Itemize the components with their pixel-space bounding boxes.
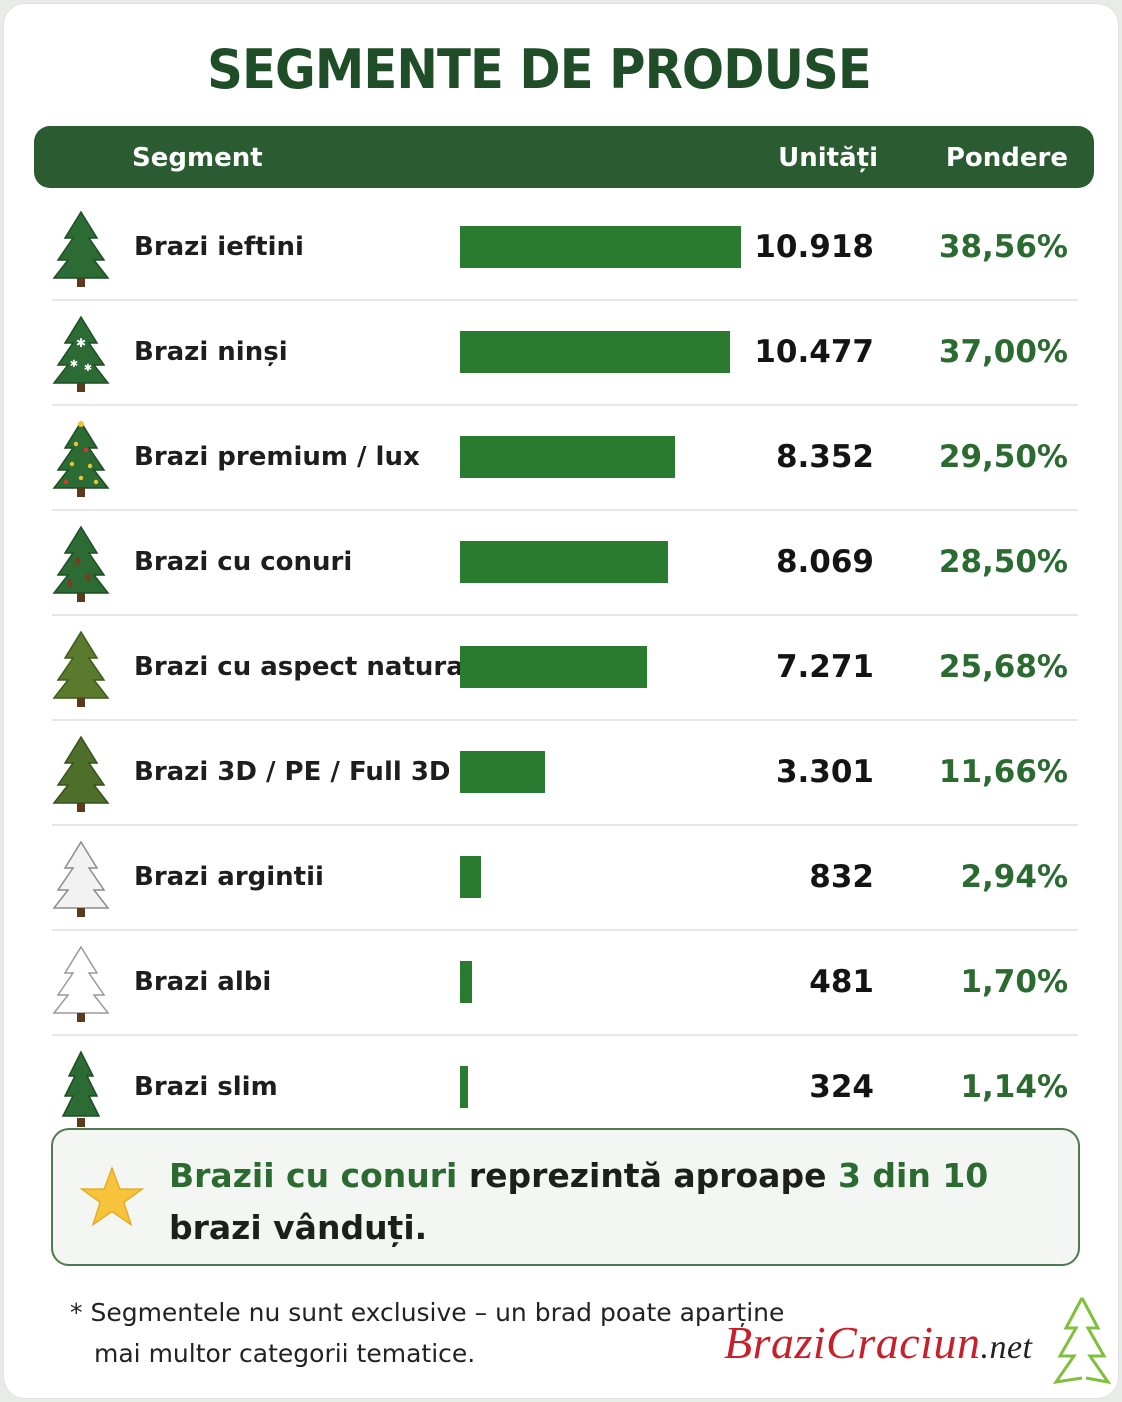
segment-label: Brazi albi xyxy=(134,967,272,997)
bar-mark xyxy=(460,331,730,373)
bar-mark xyxy=(460,436,675,478)
bar-mark xyxy=(460,751,545,793)
units-value: 481 xyxy=(809,964,874,1000)
callout-text-2: reprezintă aproape xyxy=(457,1156,838,1195)
table-row: Brazi albi 481 1,70% xyxy=(52,931,1078,1036)
footnote-line-1: * Segmentele nu sunt exclusive – un brad… xyxy=(70,1298,785,1327)
footnote-line-2: mai multor categorii tematice. xyxy=(94,1339,476,1368)
share-value: 38,56% xyxy=(938,229,1068,265)
units-value: 10.477 xyxy=(754,334,874,370)
natural-tree-icon xyxy=(52,630,110,708)
full-3d-tree-icon xyxy=(52,735,110,813)
segment-label: Brazi premium / lux xyxy=(134,442,420,472)
units-value: 8.352 xyxy=(775,439,874,475)
white-tree-icon xyxy=(52,945,110,1023)
segment-label: Brazi argintii xyxy=(134,862,324,892)
share-value: 25,68% xyxy=(938,649,1068,685)
footnote: * Segmentele nu sunt exclusive – un brad… xyxy=(70,1292,870,1374)
table-row: Brazi ieftini 10.918 38,56% xyxy=(52,196,1078,301)
silver-tree-icon xyxy=(52,840,110,918)
snowy-tree-icon: ✱ ✱ ✱ xyxy=(52,315,110,393)
star-icon xyxy=(79,1166,145,1227)
logo-tree-icon xyxy=(1052,1297,1112,1385)
header-share: Pondere xyxy=(945,143,1068,173)
segment-label: Brazi ieftini xyxy=(134,232,304,262)
callout-highlight-1: Brazii cu conuri xyxy=(169,1156,458,1195)
bar-mark xyxy=(460,961,472,1003)
bar-mark xyxy=(460,1066,468,1108)
callout-text-4: brazi vânduți. xyxy=(169,1208,428,1247)
svg-text:✱: ✱ xyxy=(84,363,92,374)
segment-label: Brazi cu conuri xyxy=(134,547,353,577)
units-value: 7.271 xyxy=(775,649,874,685)
header-units: Unități xyxy=(778,143,878,173)
share-value: 1,14% xyxy=(960,1069,1068,1105)
table-row: Brazi cu conuri 8.069 28,50% xyxy=(52,511,1078,616)
table-row: Brazi cu aspect natural 7.271 25,68% xyxy=(52,616,1078,721)
cone-tree-icon xyxy=(52,525,110,603)
share-value: 37,00% xyxy=(938,334,1068,370)
green-tree-icon xyxy=(52,210,110,288)
units-value: 324 xyxy=(809,1069,874,1105)
svg-text:✱: ✱ xyxy=(70,359,78,370)
logo-tld: .net xyxy=(980,1329,1033,1366)
table-header: Segment Unități Pondere xyxy=(34,126,1094,188)
infographic-card: SEGMENTE DE PRODUSE Segment Unități Pond… xyxy=(3,3,1119,1399)
callout-text: Brazii cu conuri reprezintă aproape 3 di… xyxy=(169,1150,1029,1254)
header-segment: Segment xyxy=(132,143,263,173)
table-row: Brazi premium / lux 8.352 29,50% xyxy=(52,406,1078,511)
bar-mark xyxy=(460,646,647,688)
table-row: Brazi 3D / PE / Full 3D 3.301 11,66% xyxy=(52,721,1078,826)
svg-text:✱: ✱ xyxy=(76,336,86,350)
share-value: 11,66% xyxy=(938,754,1068,790)
segment-label: Brazi 3D / PE / Full 3D xyxy=(134,757,451,787)
segment-label: Brazi cu aspect natural xyxy=(134,652,473,682)
units-value: 8.069 xyxy=(775,544,874,580)
bar-mark xyxy=(460,541,668,583)
callout-box: Brazii cu conuri reprezintă aproape 3 di… xyxy=(51,1128,1080,1266)
logo-wordmark: BraziCraciun.net xyxy=(724,1316,1033,1369)
table-row: ✱ ✱ ✱ Brazi ninși 10.477 37,00% xyxy=(52,301,1078,406)
units-value: 3.301 xyxy=(775,754,874,790)
page-title: SEGMENTE DE PRODUSE xyxy=(207,38,872,101)
share-value: 1,70% xyxy=(960,964,1068,1000)
table-row: Brazi slim 324 1,14% xyxy=(52,1036,1078,1139)
share-value: 28,50% xyxy=(938,544,1068,580)
share-value: 29,50% xyxy=(938,439,1068,475)
brand-logo: BraziCraciun.net xyxy=(720,1294,1116,1390)
decorated-tree-icon xyxy=(52,420,110,498)
slim-tree-icon xyxy=(52,1050,110,1128)
bar-mark xyxy=(460,856,481,898)
bar-mark xyxy=(460,226,741,268)
table-row: Brazi argintii 832 2,94% xyxy=(52,826,1078,931)
units-value: 832 xyxy=(809,859,874,895)
logo-name: BraziCraciun xyxy=(724,1317,981,1368)
segment-rows: Brazi ieftini 10.918 38,56% ✱ ✱ ✱ Brazi ninș… xyxy=(52,196,1078,1139)
units-value: 10.918 xyxy=(754,229,874,265)
share-value: 2,94% xyxy=(960,859,1068,895)
segment-label: Brazi slim xyxy=(134,1072,278,1102)
segment-label: Brazi ninși xyxy=(134,337,288,367)
callout-highlight-2: 3 din 10 xyxy=(837,1156,989,1195)
